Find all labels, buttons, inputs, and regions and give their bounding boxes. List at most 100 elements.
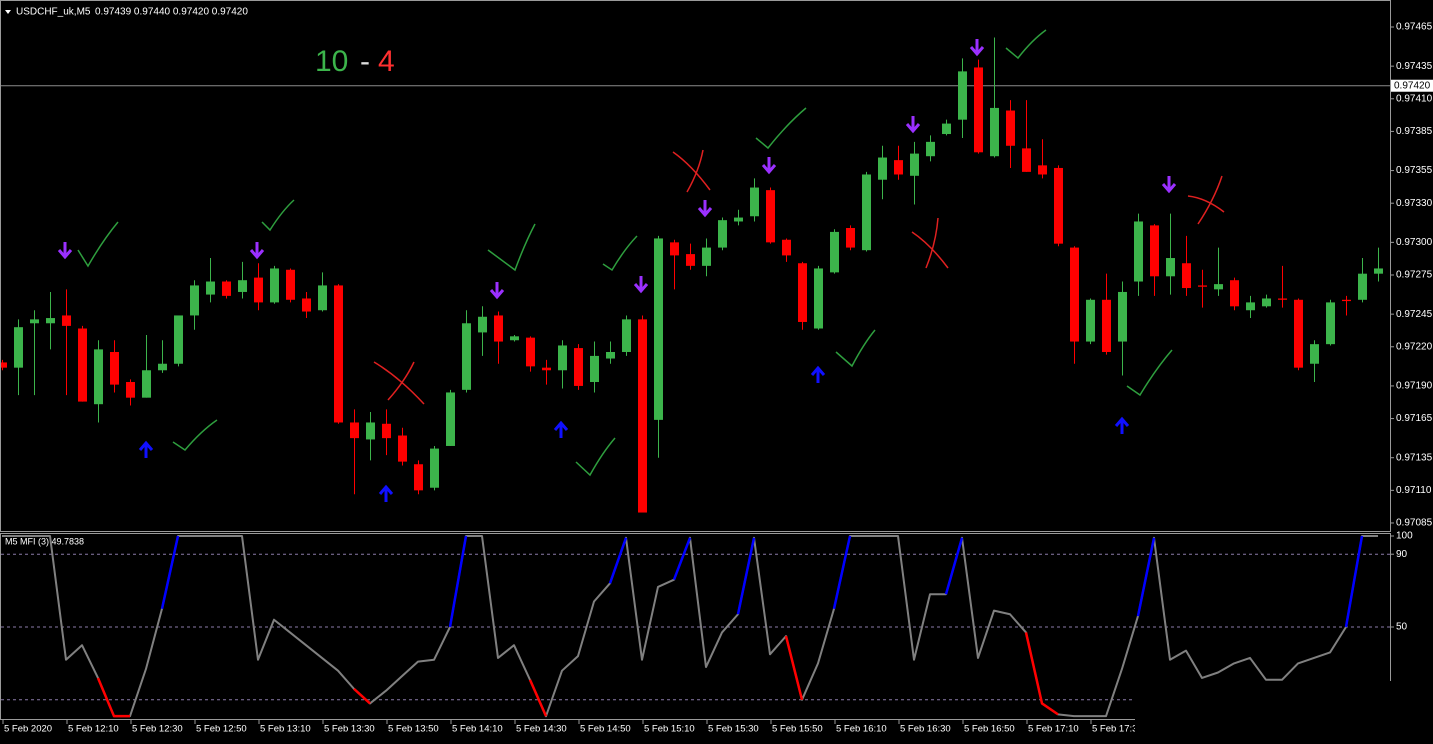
candle-body: [670, 242, 679, 256]
check-mark: [602, 235, 638, 272]
candle-body: [1102, 299, 1111, 352]
cross-mark: [373, 361, 425, 405]
candle-body: [846, 227, 855, 248]
candle-body: [1374, 268, 1383, 274]
y-tick-label: 100: [1396, 531, 1413, 542]
candle-body: [974, 67, 983, 153]
check-mark: [172, 419, 218, 451]
y-tick-label: 50: [1396, 622, 1408, 633]
cover-box: [1135, 681, 1433, 744]
quote: 0.97439 0.97440 0.97420 0.97420: [95, 7, 248, 18]
candle-body: [14, 327, 23, 368]
candle-body: [926, 141, 935, 157]
candle-body: [782, 239, 791, 256]
candle-body: [1054, 167, 1063, 244]
candle-body: [1134, 221, 1143, 282]
x-tick-label: 5 Feb 13:10: [260, 724, 311, 735]
check-mark: [77, 221, 119, 268]
candle-body: [270, 268, 279, 303]
candle-body: [958, 71, 967, 120]
check-mark: [1126, 349, 1173, 397]
candle-body: [590, 355, 599, 383]
candle-body: [62, 315, 71, 326]
candle-body: [766, 190, 775, 243]
check-mark: [487, 223, 536, 272]
candle-body: [750, 187, 759, 217]
check-mark: [1005, 29, 1047, 60]
symbol: USDCHF_uk,M5: [16, 7, 91, 18]
y-tick-label: 0.97245: [1396, 309, 1433, 320]
signal-arrow: [633, 276, 649, 294]
current-price-label: 0.97420: [1394, 80, 1431, 91]
score-wins: 10: [315, 45, 348, 78]
x-tick-label: 5 Feb 17:3: [1092, 724, 1137, 735]
candles: [1, 37, 1390, 513]
candle-body: [1, 362, 7, 368]
candle-body: [526, 337, 535, 367]
x-tick-label: 5 Feb 16:50: [964, 724, 1015, 735]
candle-body: [734, 217, 743, 222]
candle-body: [142, 370, 151, 398]
current-price-box: [1391, 79, 1433, 92]
candle-body: [990, 107, 999, 157]
candle-body: [878, 157, 887, 180]
y-tick-label: 0.97300: [1396, 237, 1433, 248]
x-tick-label: 5 Feb 14:50: [580, 724, 631, 735]
candle-body: [206, 281, 215, 295]
cross-mark: [672, 149, 711, 193]
y-tick-label: 0.97330: [1396, 198, 1433, 209]
y-tick-label: 0.97465: [1396, 22, 1433, 33]
y-tick-label: 0.97220: [1396, 341, 1433, 352]
mfi-line: [160, 535, 1364, 628]
candle-body: [238, 280, 247, 292]
x-tick-label: 5 Feb 15:30: [708, 724, 759, 735]
candle-body: [1086, 299, 1095, 342]
candle-body: [798, 263, 807, 322]
candle-body: [1006, 110, 1015, 146]
candle-body: [1262, 298, 1271, 307]
candle-body: [1198, 285, 1207, 287]
candle-body: [558, 345, 567, 371]
candle-body: [1246, 302, 1255, 311]
candle-body: [1038, 165, 1047, 175]
cross-mark: [1187, 175, 1225, 225]
candle-body: [222, 281, 231, 296]
candle-body: [478, 316, 487, 333]
signal-arrow: [1114, 416, 1130, 434]
candle-body: [862, 174, 871, 251]
indicator-title: M5 MFI (3) 49.7838: [5, 536, 84, 546]
y-tick-label: 0.97435: [1396, 61, 1433, 72]
candle-body: [1118, 291, 1127, 342]
candle-body: [318, 285, 327, 311]
candle-body: [414, 464, 423, 491]
candle-body: [94, 349, 103, 405]
y-tick-label: 0.97355: [1396, 165, 1433, 176]
signal-arrow: [553, 420, 569, 438]
candle-body: [1182, 263, 1191, 289]
candle-body: [830, 231, 839, 273]
y-tick-label: 0.97085: [1396, 518, 1433, 529]
signal-arrow: [378, 484, 394, 502]
candle-body: [1326, 302, 1335, 345]
candle-body: [30, 319, 39, 324]
candle-body: [46, 318, 55, 324]
y-tick-label: 0.97385: [1396, 126, 1433, 137]
y-tick-label: 0.97275: [1396, 270, 1433, 281]
candle-body: [350, 422, 359, 439]
signal-arrow: [761, 157, 777, 175]
x-tick-label: 5 Feb 12:10: [68, 724, 119, 735]
menu-arrow[interactable]: [5, 10, 11, 14]
candle-body: [1278, 298, 1287, 300]
indicator-lines: [2, 535, 1378, 718]
candle-body: [494, 315, 503, 342]
candle-body: [702, 247, 711, 266]
x-tick-label: 5 Feb 15:10: [644, 724, 695, 735]
candle-body: [78, 328, 87, 402]
candle-body: [1022, 148, 1031, 172]
main-frame: [0, 0, 1391, 532]
candle-body: [942, 123, 951, 135]
candle-body: [382, 423, 391, 439]
candle-body: [430, 448, 439, 488]
y-tick-label: 0.97165: [1396, 413, 1433, 424]
